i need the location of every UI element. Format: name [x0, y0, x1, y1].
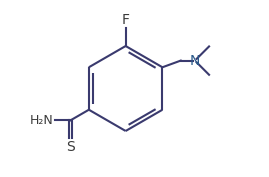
Text: H₂N: H₂N: [30, 114, 54, 127]
Text: F: F: [122, 13, 130, 27]
Text: S: S: [66, 140, 75, 154]
Text: N: N: [190, 54, 200, 68]
